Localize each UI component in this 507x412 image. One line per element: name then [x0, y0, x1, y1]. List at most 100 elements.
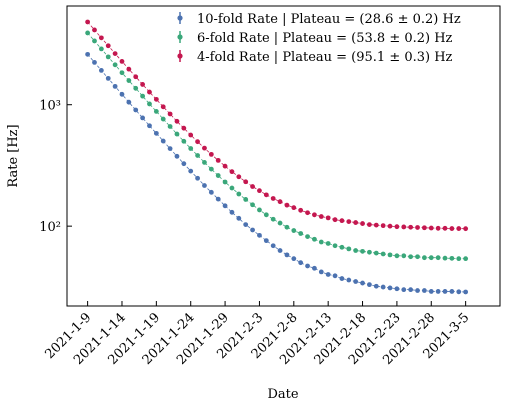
data-point: [380, 223, 386, 229]
data-point: [250, 184, 255, 189]
data-point: [160, 138, 166, 144]
data-point: [332, 243, 338, 249]
y-axis-label: Rate [Hz]: [6, 124, 21, 187]
data-point: [270, 216, 276, 222]
data-point: [346, 277, 352, 283]
legend-marker: [177, 53, 183, 59]
data-point: [140, 82, 146, 87]
data-point: [360, 280, 365, 286]
legend-label: 6-fold Rate | Plateau = (53.8 ± 0.2) Hz: [197, 31, 453, 46]
data-point: [353, 279, 359, 284]
data-point: [291, 205, 297, 211]
data-point: [243, 179, 249, 185]
data-point: [147, 89, 152, 95]
data-point: [415, 225, 420, 230]
data-point: [360, 248, 365, 254]
data-point: [112, 83, 118, 89]
data-point: [174, 131, 180, 137]
data-point: [243, 222, 249, 227]
data-point: [126, 78, 132, 83]
data-point: [428, 255, 434, 261]
data-point: [394, 286, 400, 292]
data-point: [167, 124, 173, 129]
data-point: [284, 252, 290, 258]
data-point: [305, 234, 310, 240]
series-line: [87, 32, 466, 260]
data-point: [367, 249, 372, 255]
data-point: [353, 248, 359, 253]
data-point: [373, 222, 379, 228]
data-point: [98, 35, 104, 41]
data-point: [222, 179, 228, 185]
data-point: [298, 231, 304, 236]
data-point: [147, 123, 152, 129]
data-point: [305, 263, 310, 269]
data-point: [401, 287, 407, 293]
data-point: [188, 146, 194, 151]
data-point: [394, 224, 400, 230]
data-point: [85, 19, 91, 25]
data-point: [408, 254, 414, 260]
data-point: [215, 173, 221, 178]
data-point: [112, 62, 118, 68]
data-point: [140, 115, 146, 121]
data-point: [387, 285, 393, 291]
data-point: [105, 75, 111, 81]
data-point: [243, 197, 249, 202]
data-point: [160, 104, 166, 110]
data-point: [181, 161, 187, 167]
plot-frame: [66, 5, 501, 307]
data-point: [421, 255, 427, 261]
data-point: [119, 91, 125, 97]
data-point: [325, 241, 331, 246]
data-point: [92, 27, 97, 33]
y-tick-label: 10²: [39, 220, 61, 235]
data-point: [167, 146, 173, 152]
data-point: [153, 96, 159, 102]
data-point: [449, 255, 455, 261]
data-point: [160, 116, 166, 122]
data-point: [153, 130, 159, 136]
legend-marker: [177, 34, 183, 40]
data-point: [195, 139, 200, 145]
data-point: [346, 246, 352, 252]
data-point: [339, 276, 345, 281]
data-point: [387, 252, 393, 258]
data-point: [126, 99, 132, 105]
data-point: [435, 225, 441, 231]
legend-label: 10-fold Rate | Plateau = (28.6 ± 0.2) Hz: [197, 12, 461, 27]
data-point: [153, 108, 159, 114]
data-point: [298, 260, 304, 266]
data-point: [367, 282, 372, 288]
data-point: [456, 226, 462, 231]
data-point: [236, 191, 242, 197]
data-point: [85, 30, 91, 36]
data-point: [415, 288, 420, 293]
data-point: [421, 225, 427, 231]
y-tick-label: 10³: [39, 99, 61, 114]
data-point: [435, 255, 441, 261]
data-point: [463, 256, 469, 262]
data-point: [373, 250, 379, 256]
data-point: [360, 221, 365, 226]
data-point: [456, 256, 462, 262]
data-point: [442, 225, 448, 231]
data-point: [188, 132, 194, 138]
data-point: [250, 227, 255, 233]
data-point: [277, 248, 283, 253]
data-point: [105, 54, 111, 60]
data-point: [277, 220, 283, 226]
data-point: [435, 289, 441, 294]
data-point: [126, 66, 132, 72]
data-point: [174, 118, 180, 124]
data-point: [353, 220, 359, 225]
data-point: [208, 166, 214, 172]
data-point: [133, 74, 139, 80]
data-point: [92, 38, 97, 44]
data-point: [449, 226, 455, 231]
data-point: [208, 151, 214, 157]
data-point: [105, 43, 111, 49]
data-point: [449, 289, 455, 294]
legend-label: 4-fold Rate | Plateau = (95.1 ± 0.3) Hz: [197, 50, 453, 65]
